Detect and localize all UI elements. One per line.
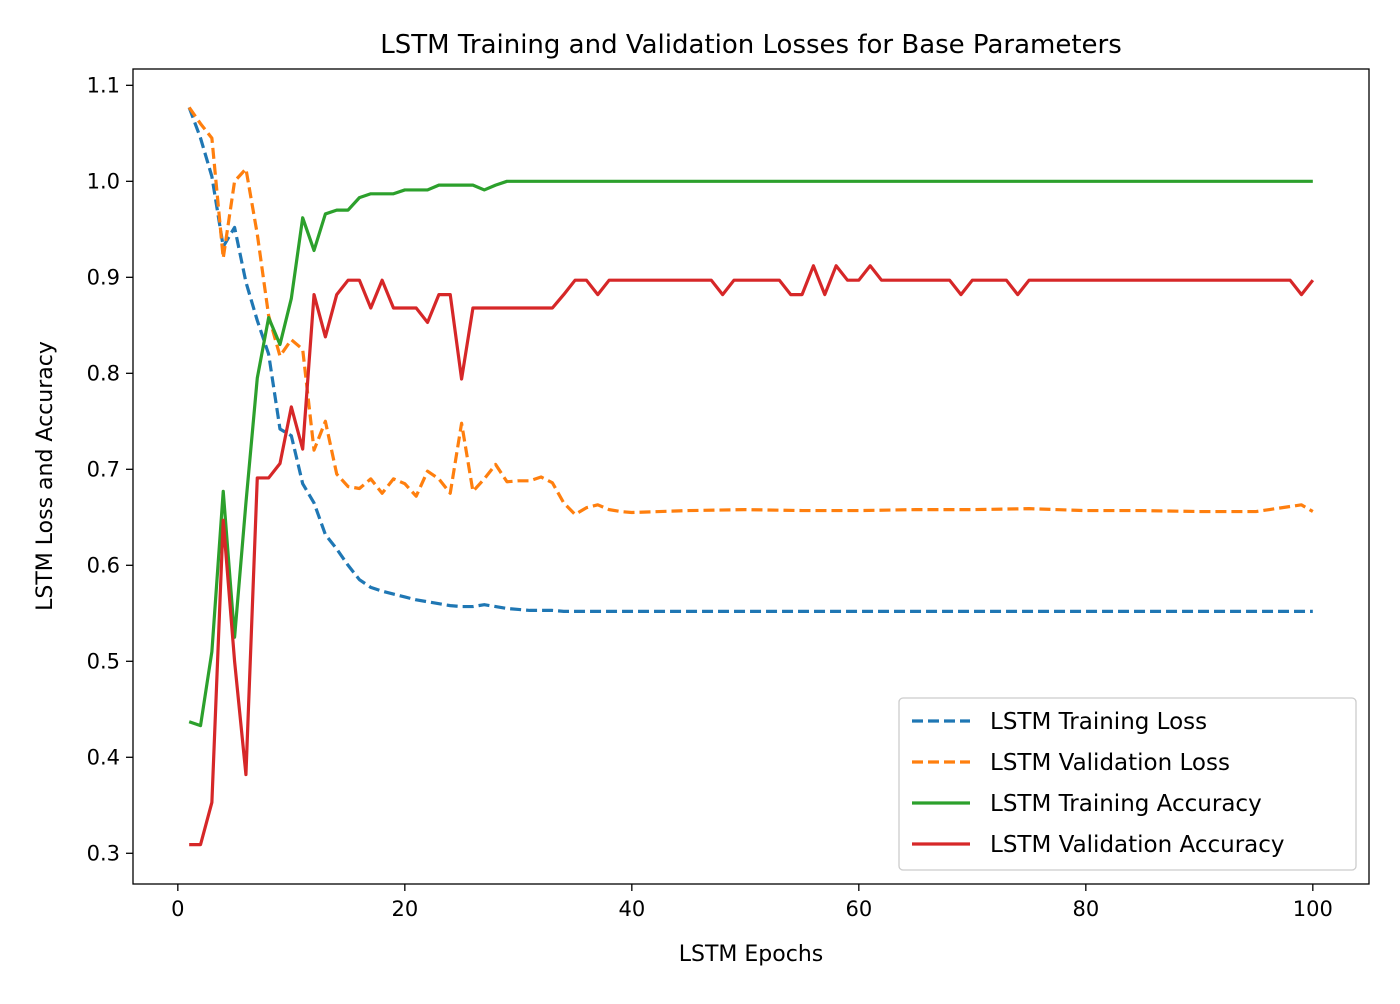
x-axis: 0 20 40 60 80 100	[171, 884, 1333, 921]
y-tick-label: 0.6	[87, 553, 120, 577]
legend-items: LSTM Training Loss LSTM Validation Loss LS…	[912, 709, 1285, 858]
y-axis: 0.3 0.4 0.5 0.6 0.7 0.8 0.9 1.0 1.1	[87, 73, 133, 865]
legend-box	[898, 697, 1357, 871]
series-line-lstm-validation-accuracy	[189, 264, 1315, 847]
legend-label-lstm-validation-accuracy: LSTM Validation Accuracy	[990, 832, 1285, 858]
y-tick-label: 1.1	[87, 73, 120, 97]
legend-label-lstm-validation-loss: LSTM Validation Loss	[990, 750, 1230, 776]
x-tick-label: 20	[391, 897, 418, 921]
x-tick-label: 80	[1072, 897, 1099, 921]
legend: LSTM Training Loss LSTM Validation Loss LS…	[898, 697, 1357, 871]
series-layer	[187, 106, 1315, 847]
y-tick-label: 1.0	[87, 169, 120, 193]
x-tick-label: 60	[845, 897, 872, 921]
x-axis-label: LSTM Epochs	[679, 942, 823, 967]
series-line-lstm-validation-loss	[187, 106, 1314, 517]
legend-label-lstm-training-loss: LSTM Training Loss	[990, 709, 1207, 735]
y-tick-label: 0.3	[87, 841, 120, 865]
series-line-lstm-training-accuracy	[188, 179, 1313, 728]
x-tick-label: 100	[1293, 897, 1333, 921]
series-line-lstm-training-loss	[187, 106, 1313, 613]
x-tick-label: 0	[171, 897, 184, 921]
y-tick-label: 0.4	[87, 745, 120, 769]
y-tick-label: 0.5	[87, 649, 120, 673]
y-tick-label: 0.7	[87, 457, 120, 481]
y-tick-label: 0.9	[87, 265, 120, 289]
legend-label-lstm-training-accuracy: LSTM Training Accuracy	[990, 791, 1262, 817]
chart-title: LSTM Training and Validation Losses for …	[380, 30, 1122, 60]
x-tick-label: 40	[618, 897, 645, 921]
plot-frame	[132, 68, 1370, 885]
y-tick-label: 0.8	[87, 361, 120, 385]
y-axis-label: LSTM Loss and Accuracy	[33, 341, 58, 611]
